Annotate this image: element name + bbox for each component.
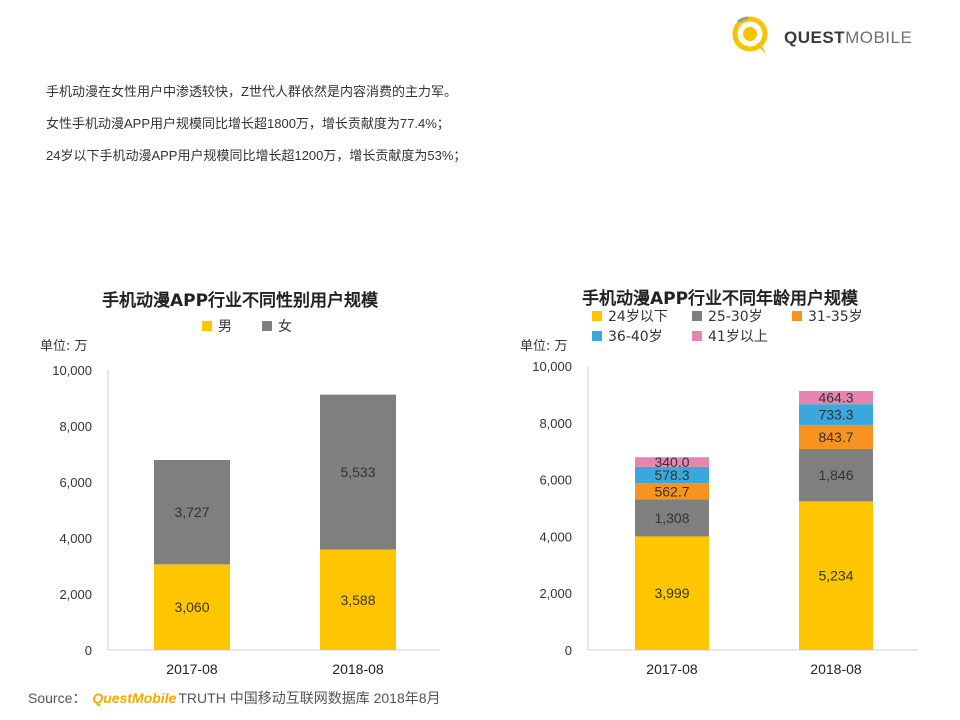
y-tick-label: 4,000 bbox=[539, 529, 572, 544]
data-label: 843.7 bbox=[818, 429, 853, 445]
legend-label: 41岁以上 bbox=[708, 329, 768, 345]
intro-text: 手机动漫在女性用户中渗透较快，Z世代人群依然是内容消费的主力军。 女性手机动漫A… bbox=[46, 84, 666, 180]
data-label: 1,308 bbox=[654, 510, 689, 526]
source-prefix: Source： bbox=[28, 690, 87, 706]
data-label: 3,588 bbox=[340, 592, 375, 608]
bar-segment bbox=[635, 483, 709, 500]
data-label: 340.0 bbox=[654, 454, 689, 470]
data-label: 1,846 bbox=[818, 467, 853, 483]
bar-segment bbox=[799, 448, 873, 502]
bar-segment bbox=[635, 457, 709, 467]
y-tick-label: 6,000 bbox=[59, 475, 92, 490]
legend-label: 男 bbox=[218, 319, 232, 335]
bar-segment bbox=[154, 564, 230, 650]
intro-line: 手机动漫在女性用户中渗透较快，Z世代人群依然是内容消费的主力军。 bbox=[46, 84, 457, 99]
y-tick-label: 0 bbox=[85, 643, 92, 658]
questmobile-logo: QUESTMOBILE bbox=[728, 14, 928, 58]
data-label: 464.3 bbox=[818, 390, 853, 406]
unit-label: 单位: 万 bbox=[520, 339, 568, 354]
bar-segment bbox=[799, 501, 873, 650]
gender-chart: 手机动漫APP行业不同性别用户规模单位: 万 0 2,000 4,000 6,000 8,… bbox=[20, 282, 460, 692]
legend-label: 31-35岁 bbox=[808, 309, 863, 325]
source-rest: TRUTH 中国移动互联网数据库 2018年8月 bbox=[178, 690, 441, 706]
data-label: 5,533 bbox=[340, 464, 375, 480]
age-chart: 手机动漫APP行业不同年龄用户规模单位: 万 0 2,000 4,000 6,000 8,… bbox=[500, 282, 940, 692]
legend-swatch bbox=[692, 331, 702, 341]
legend-swatch bbox=[592, 331, 602, 341]
legend-label: 女 bbox=[278, 318, 292, 335]
bar-segment bbox=[320, 394, 396, 550]
data-label: 5,234 bbox=[818, 568, 853, 584]
chart-title: 手机动漫APP行业不同年龄用户规模 bbox=[582, 288, 859, 309]
x-category-label: 2018-08 bbox=[332, 661, 384, 677]
y-tick-label: 10,000 bbox=[532, 359, 572, 374]
source-brand: QuestMobile bbox=[92, 690, 177, 706]
y-tick-label: 6,000 bbox=[539, 473, 572, 488]
chart-title: 手机动漫APP行业不同性别用户规模 bbox=[102, 290, 379, 311]
bar-segment bbox=[635, 499, 709, 537]
x-category-label: 2017-08 bbox=[166, 661, 218, 677]
bar-segment bbox=[635, 536, 709, 650]
legend-swatch bbox=[262, 321, 272, 331]
legend-swatch bbox=[592, 311, 602, 321]
bar-segment bbox=[320, 549, 396, 650]
intro-line: 女性手机动漫APP用户规模同比增长超1800万，增长贡献度为77.4%； bbox=[46, 116, 450, 131]
legend-swatch bbox=[692, 311, 702, 321]
bar-segment bbox=[799, 390, 873, 405]
data-label: 578.3 bbox=[654, 467, 689, 483]
data-label: 3,060 bbox=[174, 599, 209, 615]
y-tick-label: 10,000 bbox=[52, 363, 92, 378]
x-category-label: 2017-08 bbox=[646, 661, 698, 677]
questmobile-logo-icon bbox=[732, 16, 768, 54]
data-label: 3,999 bbox=[654, 585, 689, 601]
x-category-label: 2018-08 bbox=[810, 661, 862, 677]
y-tick-label: 2,000 bbox=[539, 586, 572, 601]
y-tick-label: 2,000 bbox=[59, 587, 92, 602]
legend-label: 25-30岁 bbox=[708, 309, 763, 325]
y-tick-label: 4,000 bbox=[59, 531, 92, 546]
y-tick-label: 0 bbox=[565, 643, 572, 658]
legend-swatch bbox=[202, 321, 212, 331]
logo-text-bold: QUEST bbox=[784, 28, 846, 47]
unit-label: 单位: 万 bbox=[40, 339, 88, 354]
source-footer: Source： QuestMobile TRUTH 中国移动互联网数据库 2018年… bbox=[28, 688, 441, 708]
bar-segment bbox=[799, 424, 873, 449]
bar-segment bbox=[154, 459, 230, 565]
y-tick-label: 8,000 bbox=[539, 416, 572, 431]
bar-segment bbox=[635, 466, 709, 484]
data-label: 733.3 bbox=[818, 407, 853, 423]
legend-label: 36-40岁 bbox=[608, 329, 663, 345]
data-label: 3,727 bbox=[174, 504, 209, 520]
bar-segment bbox=[799, 404, 873, 425]
intro-line: 24岁以下手机动漫APP用户规模同比增长超1200万，增长贡献度为53%； bbox=[46, 148, 467, 163]
y-tick-label: 8,000 bbox=[59, 419, 92, 434]
logo-wordmark: QUESTMOBILE bbox=[784, 28, 912, 48]
legend-swatch bbox=[792, 311, 802, 321]
data-label: 562.7 bbox=[654, 483, 689, 499]
logo-text-light: MOBILE bbox=[845, 28, 913, 47]
legend-label: 24岁以下 bbox=[608, 309, 668, 325]
